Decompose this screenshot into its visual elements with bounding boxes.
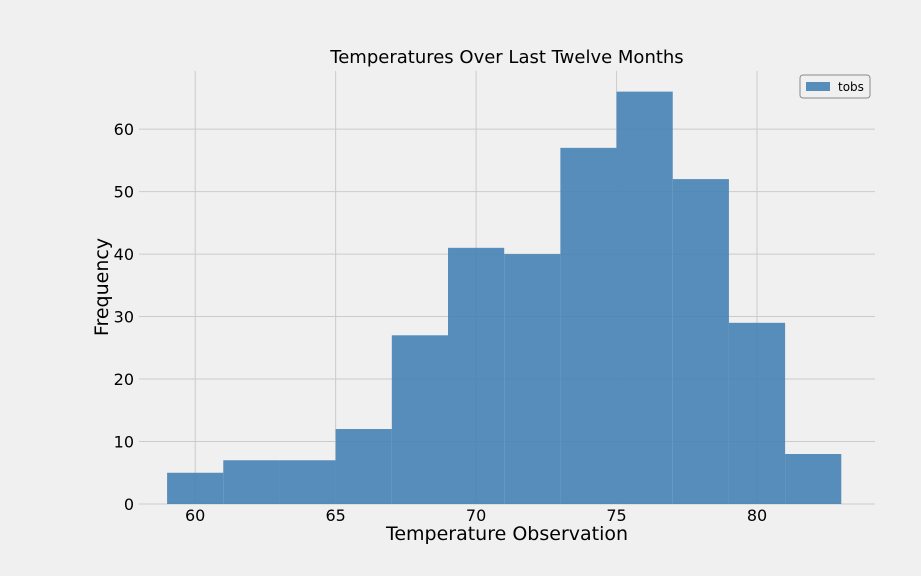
y-tick-label: 20 [114, 370, 134, 389]
histogram-bar [728, 322, 786, 504]
x-tick-label: 60 [185, 506, 205, 525]
histogram-bar [672, 179, 729, 504]
x-axis-label: Temperature Observation [385, 523, 628, 545]
x-tick-label: 65 [325, 506, 345, 525]
chart-title: Temperatures Over Last Twelve Months [329, 47, 683, 68]
histogram-bar [785, 454, 842, 504]
legend-swatch-tobs [806, 82, 830, 91]
histogram-bar [167, 472, 224, 504]
histogram-bars [167, 91, 842, 504]
x-tick-label: 75 [606, 506, 626, 525]
legend-label-tobs: tobs [838, 80, 864, 94]
y-tick-label: 60 [114, 120, 134, 139]
histogram-bar [448, 247, 505, 504]
histogram-bar [335, 429, 392, 504]
y-tick-labels: 0 10 20 30 40 50 60 [114, 120, 134, 514]
histogram-bar [504, 254, 561, 504]
histogram-bar [616, 91, 673, 504]
x-tick-label: 80 [747, 506, 767, 525]
y-tick-label: 0 [124, 495, 134, 514]
y-tick-label: 50 [114, 183, 134, 202]
legend-box [799, 74, 871, 99]
histogram-bar [391, 335, 449, 504]
x-tick-label: 70 [466, 506, 486, 525]
y-tick-label: 40 [114, 245, 134, 264]
histogram-bar [223, 460, 280, 504]
legend: tobs [799, 74, 871, 99]
y-tick-label: 10 [114, 433, 134, 452]
x-tick-labels: 60 65 70 75 80 [185, 506, 767, 525]
histogram-bar [560, 147, 617, 504]
y-axis-label: Frequency [91, 238, 113, 336]
y-tick-label: 30 [114, 308, 134, 327]
histogram-bar [279, 460, 336, 504]
